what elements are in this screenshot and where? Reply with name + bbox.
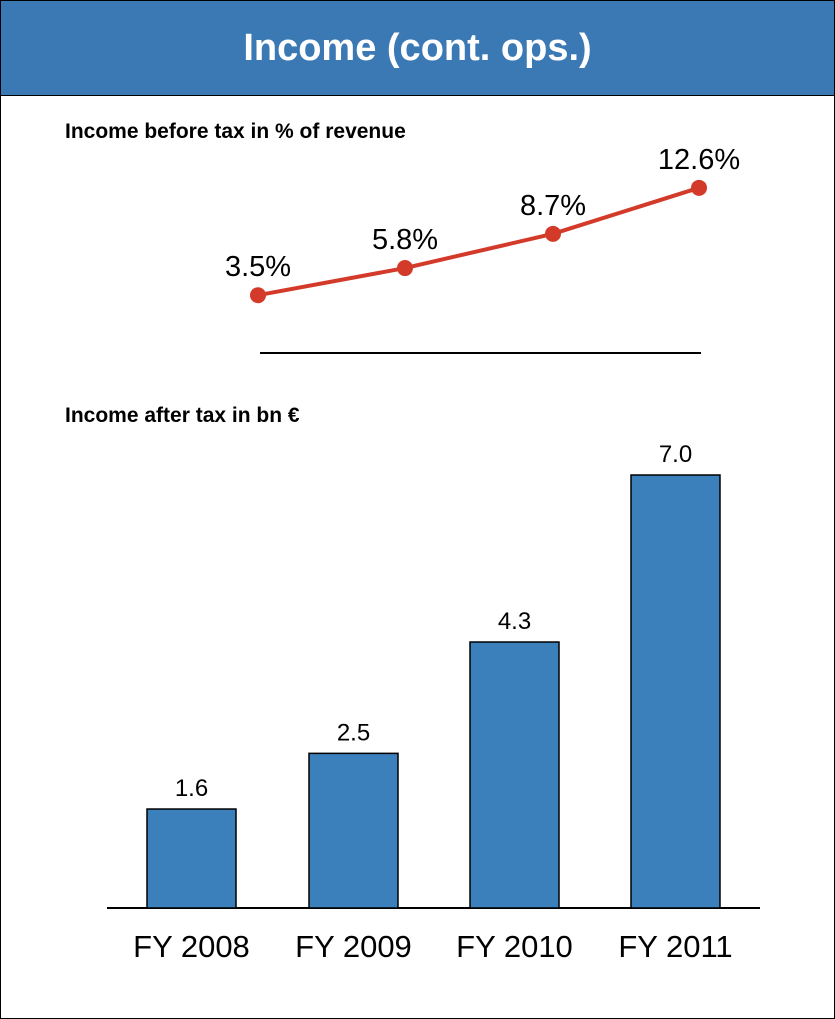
bar-data-label-1: 1.6	[175, 775, 208, 802]
bar-3	[469, 641, 560, 909]
bar-data-label-3: 4.3	[498, 608, 531, 635]
bar-data-label-4: 7.0	[659, 441, 692, 468]
line-point-4	[691, 179, 707, 196]
header-bar: Income (cont. ops.)	[1, 1, 834, 96]
line-data-label-1: 3.5%	[225, 251, 291, 283]
bar-2	[308, 752, 399, 909]
line-data-label-2: 5.8%	[372, 224, 438, 256]
category-label-2: FY 2009	[295, 929, 412, 964]
category-label-1: FY 2008	[133, 929, 250, 964]
line-point-3	[545, 225, 561, 242]
category-label-3: FY 2010	[456, 929, 573, 964]
bar-chart-title: Income after tax in bn €	[65, 404, 300, 427]
line-point-2	[397, 260, 413, 277]
line-data-label-4: 12.6%	[658, 144, 740, 176]
line-point-1	[250, 287, 266, 304]
income-before-tax-line	[257, 185, 700, 298]
line-chart-title: Income before tax in % of revenue	[65, 120, 406, 143]
page-title: Income (cont. ops.)	[243, 27, 592, 69]
category-label-4: FY 2011	[618, 929, 732, 964]
bar-data-label-2: 2.5	[337, 719, 370, 746]
line-data-label-3: 8.7%	[520, 190, 586, 222]
bar-4	[630, 474, 721, 909]
bar-1	[146, 808, 237, 909]
